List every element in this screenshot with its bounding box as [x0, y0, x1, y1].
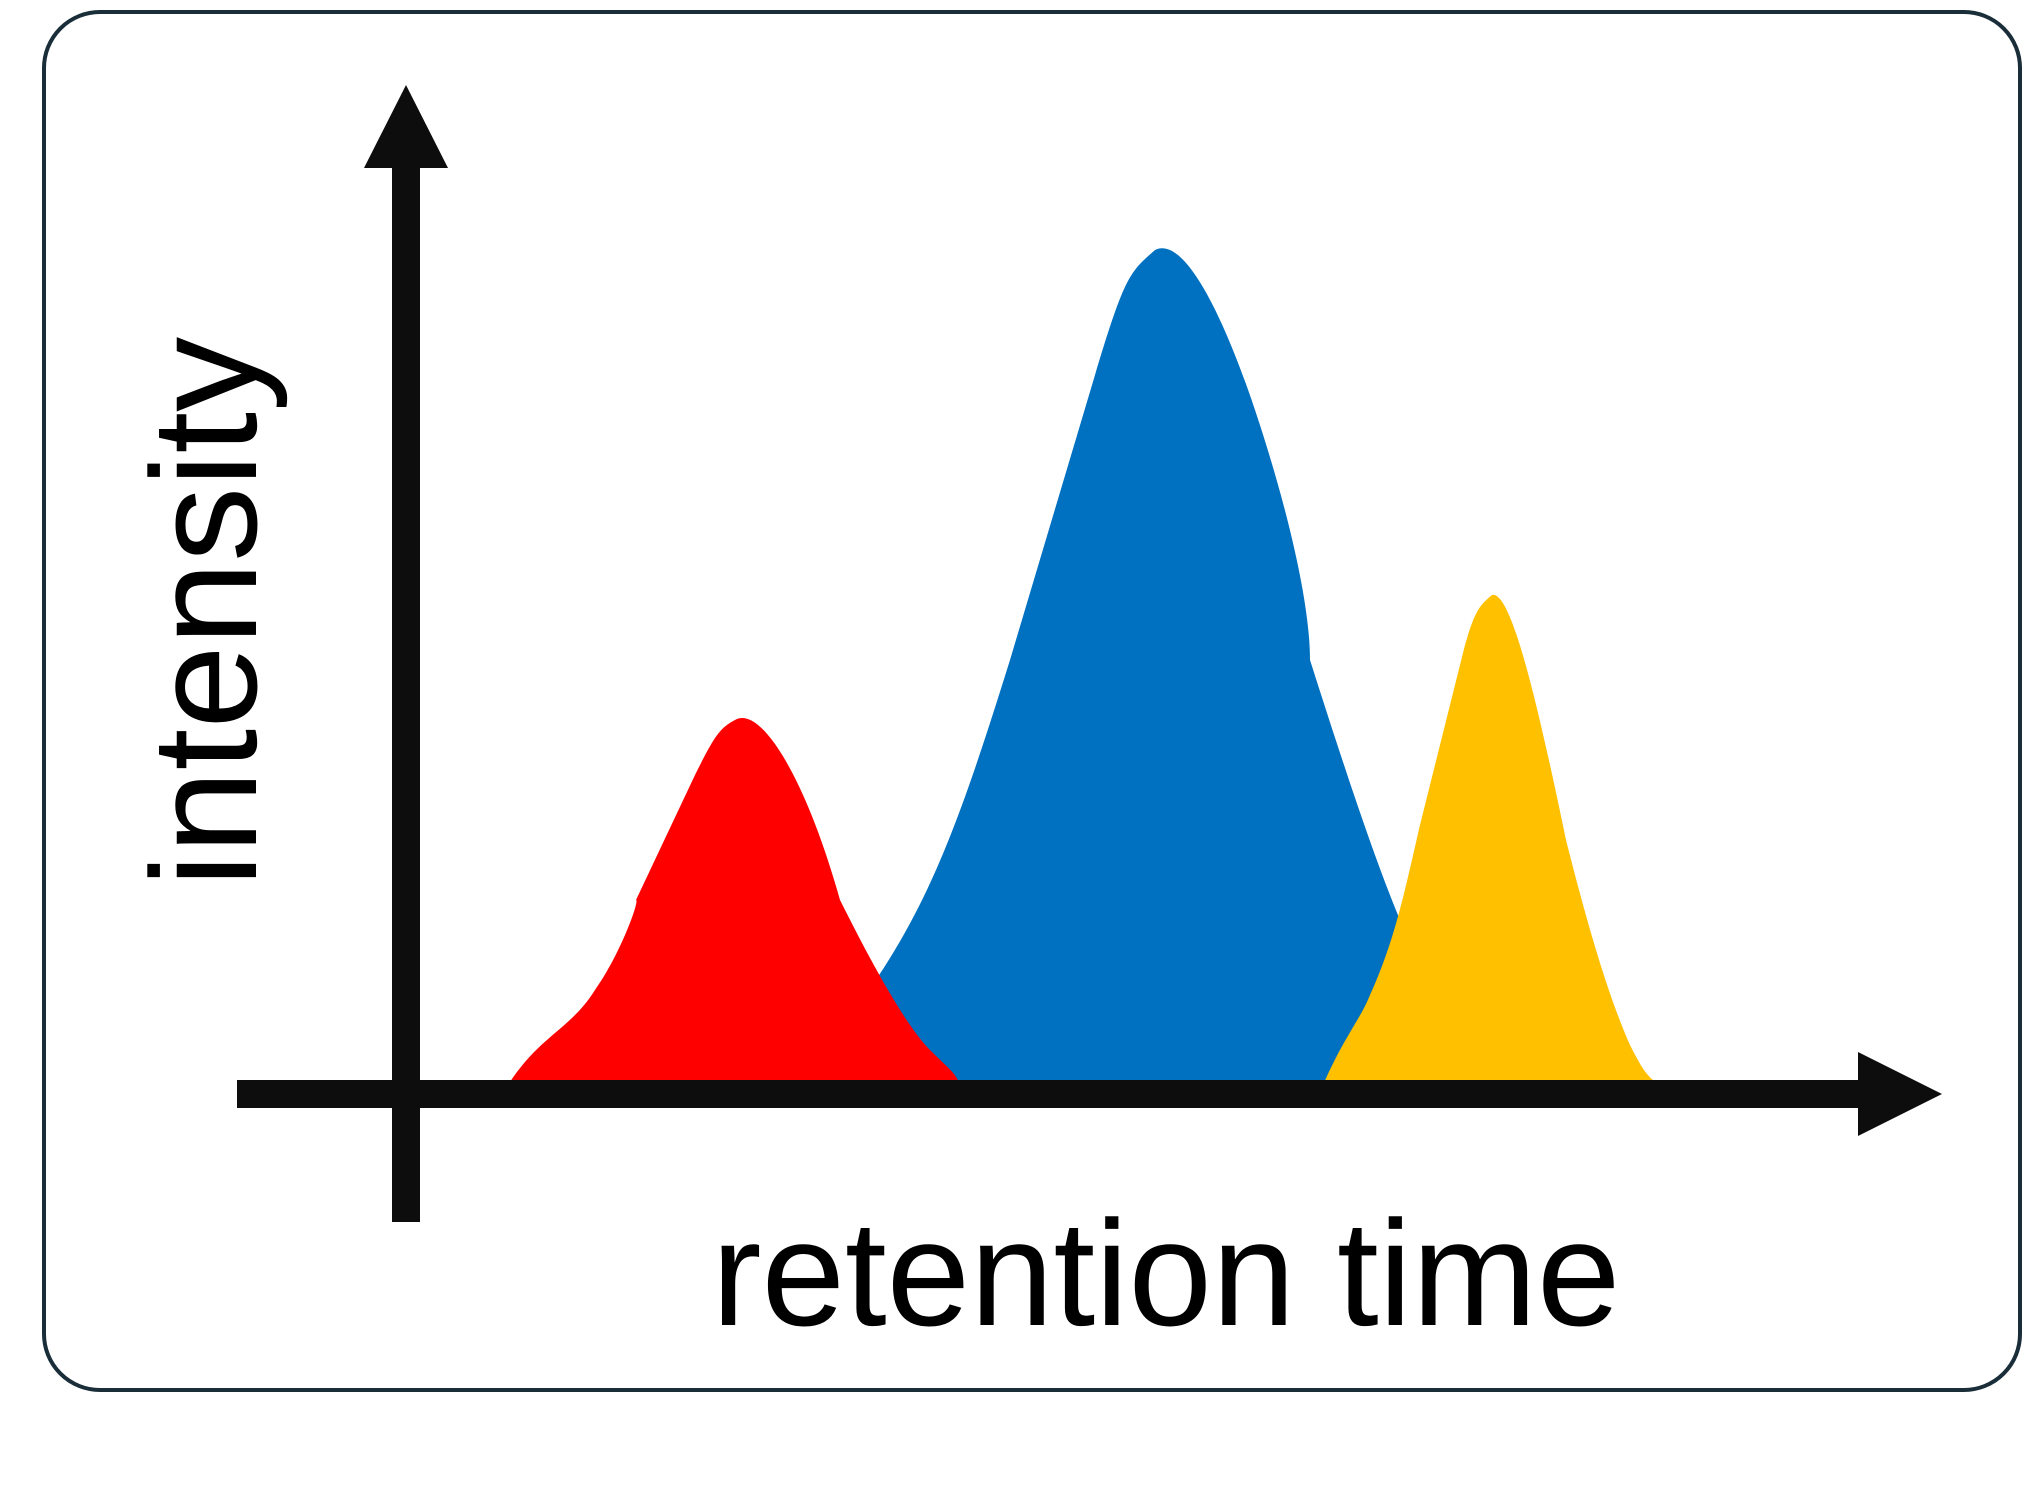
- y-axis-line: [392, 166, 420, 1222]
- x-axis-line: [237, 1080, 1860, 1108]
- y-axis-label: intensity: [120, 337, 288, 887]
- peak-2: [862, 248, 1400, 1085]
- x-axis-arrow-icon: [1858, 1052, 1942, 1136]
- peak-1: [508, 717, 960, 1085]
- y-axis-arrow-icon: [364, 85, 448, 168]
- x-axis-label: retention time: [712, 1189, 1621, 1357]
- peak-3: [1323, 594, 1658, 1085]
